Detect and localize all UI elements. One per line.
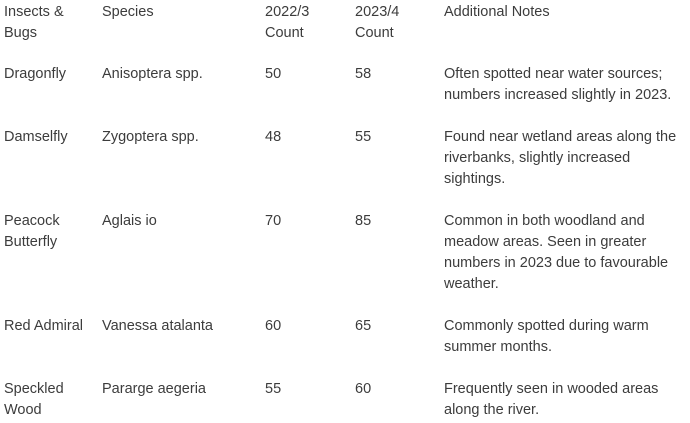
insect-name: Speckled Wood: [4, 381, 64, 418]
header-count-2022-label: 2022/3 Count: [265, 4, 310, 41]
table-row: Peacock Butterfly Aglais io 70 85 Common…: [0, 210, 690, 315]
header-count-2023: 2023/4 Count: [351, 0, 440, 63]
table-header-row: Insects & Bugs Species 2022/3 Count 2023…: [0, 0, 690, 63]
insect-name: Dragonfly: [4, 66, 67, 82]
cell-insect: Damselfly: [0, 126, 98, 210]
count-2023-value: 65: [355, 318, 372, 334]
table-row: Dragonfly Anisoptera spp. 50 58 Often sp…: [0, 63, 690, 126]
cell-notes: Frequently seen in wooded areas along th…: [440, 378, 690, 423]
header-notes: Additional Notes: [440, 0, 690, 63]
cell-notes: Commonly spotted during warm summer mont…: [440, 315, 690, 378]
count-2023-value: 85: [355, 213, 372, 229]
cell-notes: Found near wetland areas along the river…: [440, 126, 690, 210]
cell-insect: Dragonfly: [0, 63, 98, 126]
cell-count-2022: 60: [261, 315, 351, 378]
species-name: Aglais io: [102, 213, 157, 229]
cell-count-2023: 65: [351, 315, 440, 378]
cell-species: Anisoptera spp.: [98, 63, 261, 126]
count-2022-value: 55: [265, 381, 282, 397]
cell-insect: Speckled Wood: [0, 378, 98, 423]
count-2023-value: 58: [355, 66, 372, 82]
cell-count-2022: 50: [261, 63, 351, 126]
species-name: Anisoptera spp.: [102, 66, 203, 82]
species-name: Pararge aegeria: [102, 381, 206, 397]
count-2022-value: 48: [265, 129, 282, 145]
cell-species: Vanessa atalanta: [98, 315, 261, 378]
notes-text: Frequently seen in wooded areas along th…: [444, 381, 659, 418]
header-notes-label: Additional Notes: [444, 4, 550, 20]
count-2023-value: 60: [355, 381, 372, 397]
count-2022-value: 50: [265, 66, 282, 82]
insect-name: Damselfly: [4, 129, 68, 145]
notes-text: Found near wetland areas along the river…: [444, 129, 677, 187]
header-count-2023-label: 2023/4 Count: [355, 4, 400, 41]
count-2022-value: 60: [265, 318, 282, 334]
insect-name: Red Admiral: [4, 318, 83, 334]
cell-count-2023: 58: [351, 63, 440, 126]
cell-count-2023: 60: [351, 378, 440, 423]
count-2023-value: 55: [355, 129, 372, 145]
header-count-2022: 2022/3 Count: [261, 0, 351, 63]
header-species: Species: [98, 0, 261, 63]
header-insect-label: Insects & Bugs: [4, 4, 64, 41]
notes-text: Common in both woodland and meadow areas…: [444, 213, 669, 292]
table-row: Damselfly Zygoptera spp. 48 55 Found nea…: [0, 126, 690, 210]
cell-species: Aglais io: [98, 210, 261, 315]
insect-name: Peacock Butterfly: [4, 213, 60, 250]
header-species-label: Species: [102, 4, 154, 20]
notes-text: Commonly spotted during warm summer mont…: [444, 318, 649, 355]
species-name: Zygoptera spp.: [102, 129, 199, 145]
cell-notes: Common in both woodland and meadow areas…: [440, 210, 690, 315]
cell-species: Pararge aegeria: [98, 378, 261, 423]
cell-count-2022: 48: [261, 126, 351, 210]
cell-insect: Peacock Butterfly: [0, 210, 98, 315]
cell-count-2023: 85: [351, 210, 440, 315]
header-insect: Insects & Bugs: [0, 0, 98, 63]
cell-count-2022: 70: [261, 210, 351, 315]
table-row: Red Admiral Vanessa atalanta 60 65 Commo…: [0, 315, 690, 378]
cell-species: Zygoptera spp.: [98, 126, 261, 210]
table-row: Speckled Wood Pararge aegeria 55 60 Freq…: [0, 378, 690, 423]
cell-count-2023: 55: [351, 126, 440, 210]
cell-notes: Often spotted near water sources; number…: [440, 63, 690, 126]
cell-insect: Red Admiral: [0, 315, 98, 378]
cell-count-2022: 55: [261, 378, 351, 423]
species-name: Vanessa atalanta: [102, 318, 213, 334]
count-2022-value: 70: [265, 213, 282, 229]
notes-text: Often spotted near water sources; number…: [444, 66, 672, 103]
